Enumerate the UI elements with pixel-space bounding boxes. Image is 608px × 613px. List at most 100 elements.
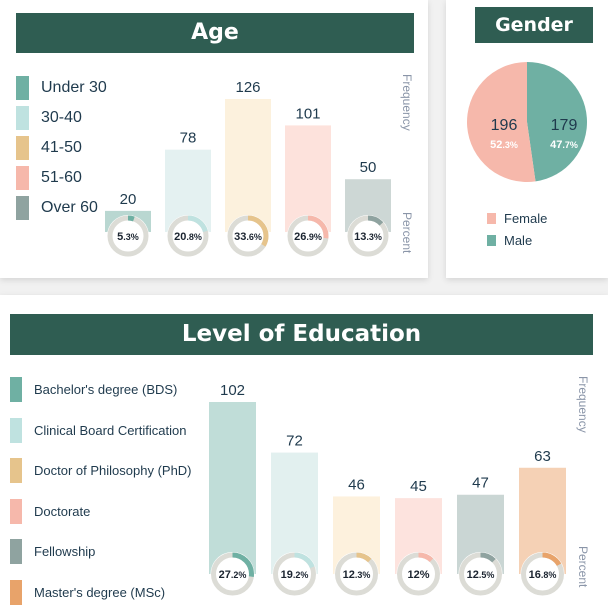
legend-label: Clinical Board Certification	[34, 422, 187, 438]
gender-chart: 196 52.3% 179 47.7%	[467, 62, 588, 182]
percent-ring-bg	[227, 215, 269, 257]
percent-ring-bg	[458, 552, 503, 596]
legend-item-under-30: Under 30	[16, 76, 107, 100]
percent-ring-bg	[210, 552, 255, 596]
legend-item-doctorate: Doctorate	[10, 498, 91, 524]
bar-value-label: 50	[360, 159, 377, 176]
legend-item-bachelor-s-degree-bds: Bachelor's degree (BDS)	[10, 377, 177, 402]
percent-label: 13.3%	[354, 231, 382, 243]
bar-value-label: 20	[120, 191, 137, 208]
legend-label: 51-60	[41, 169, 82, 186]
legend-label: Male	[504, 233, 533, 248]
percent-label: 26.9%	[294, 231, 322, 243]
bar-value-label: 101	[295, 105, 320, 122]
percent-label: 12.5%	[467, 569, 495, 581]
percent-ring-bg	[520, 552, 565, 596]
legend-item-male: Male	[487, 233, 532, 248]
legend-swatch	[16, 76, 29, 100]
percent-ring-arc	[287, 215, 329, 257]
percent-label: 5.3%	[117, 231, 139, 243]
percent-ring-bg	[287, 215, 329, 257]
legend-label: Bachelor's degree (BDS)	[34, 382, 178, 397]
legend-item-master-s-degree-msc: Master's degree (MSc)	[10, 579, 166, 605]
bar-value-label: 78	[180, 130, 197, 147]
bar-value-label: 46	[348, 476, 365, 493]
education-title: Level of Education	[10, 314, 593, 355]
bar-value-label: 126	[235, 79, 260, 96]
percent-ring-arc	[335, 552, 378, 596]
legend-swatch	[487, 235, 496, 246]
education-percent-label: Percent	[576, 546, 590, 588]
legend-label: Doctor of Philosophy (PhD)	[34, 463, 192, 478]
legend-item-51-60: 51-60	[16, 166, 82, 190]
percent-ring-arc	[211, 552, 254, 596]
pie-slice-male	[527, 62, 588, 182]
legend-swatch	[10, 539, 22, 564]
percent-ring-arc	[273, 552, 316, 596]
bar-51-60	[285, 125, 331, 232]
age-chart: 20 5.3% 78 20.8% 126 33.6% 101 26.9% 50 13.3%	[105, 79, 391, 257]
legend-label: 30-40	[41, 109, 82, 126]
legend-swatch	[16, 136, 29, 160]
pie-value-female: 196	[491, 117, 518, 134]
percent-ring-bg	[396, 552, 441, 596]
percent-ring-arc	[397, 552, 440, 596]
percent-ring-arc	[347, 215, 389, 257]
legend-swatch	[10, 417, 22, 443]
percent-ring-arc	[459, 552, 502, 596]
bar-bachelor-s-degree-bds	[209, 402, 256, 574]
legend-item-30-40: 30-40	[16, 106, 82, 130]
legend-label: Fellowship	[34, 544, 96, 559]
bar-value-label: 45	[410, 478, 427, 495]
legend-swatch	[10, 579, 22, 605]
percent-label: 33.6%	[234, 231, 262, 243]
legend-label: Doctorate	[34, 503, 91, 519]
percent-ring-arc	[521, 552, 564, 596]
age-percent-label: Percent	[400, 212, 414, 254]
percent-label: 19.2%	[281, 569, 309, 581]
legend-label: 41-50	[41, 139, 82, 156]
percent-ring-bg	[167, 215, 209, 257]
legend-swatch	[16, 106, 29, 130]
legend-swatch	[10, 498, 22, 524]
percent-ring-arc	[227, 215, 269, 257]
pie-slice-female	[467, 62, 536, 182]
legend-label: Under 30	[41, 79, 107, 96]
legend-item-fellowship: Fellowship	[10, 539, 95, 564]
legend-swatch	[10, 377, 22, 402]
legend-swatch	[487, 213, 496, 224]
legend-item-female: Female	[487, 211, 547, 226]
percent-ring-bg	[334, 552, 379, 596]
bar-value-label: 47	[472, 475, 489, 492]
pie-percent-female: 52.3%	[490, 139, 518, 151]
percent-ring-bg	[107, 215, 149, 257]
percent-label: 16.8%	[529, 569, 557, 581]
legend-item-over-60: Over 60	[16, 196, 98, 220]
percent-ring-bg	[272, 552, 317, 596]
legend-swatch	[16, 196, 29, 220]
legend-label: Over 60	[41, 199, 98, 216]
age-frequency-label: Frequency	[400, 74, 414, 131]
legend-label: Master's degree (MSc)	[34, 584, 166, 600]
age-title: Age	[16, 13, 414, 53]
bar-value-label: 72	[286, 433, 303, 450]
legend-swatch	[16, 166, 29, 190]
legend-item-doctor-of-philosophy-phd: Doctor of Philosophy (PhD)	[10, 458, 192, 483]
bar-value-label: 63	[534, 448, 551, 465]
legend-item-41-50: 41-50	[16, 136, 82, 160]
bar-value-label: 102	[220, 382, 245, 399]
percent-label: 12%	[407, 569, 429, 581]
legend-label: Female	[504, 211, 548, 226]
gender-title: Gender	[475, 7, 593, 43]
pie-percent-male: 47.7%	[550, 139, 578, 151]
percent-label: 12.3%	[343, 569, 371, 581]
percent-ring-arc	[107, 215, 149, 257]
percent-ring-bg	[347, 215, 389, 257]
education-frequency-label: Frequency	[576, 376, 590, 433]
legend-swatch	[10, 458, 22, 483]
bar-41-50	[225, 99, 271, 232]
pie-value-male: 179	[551, 117, 578, 134]
percent-label: 20.8%	[174, 231, 202, 243]
percent-label: 27.2%	[219, 569, 247, 581]
percent-ring-arc	[167, 215, 209, 257]
